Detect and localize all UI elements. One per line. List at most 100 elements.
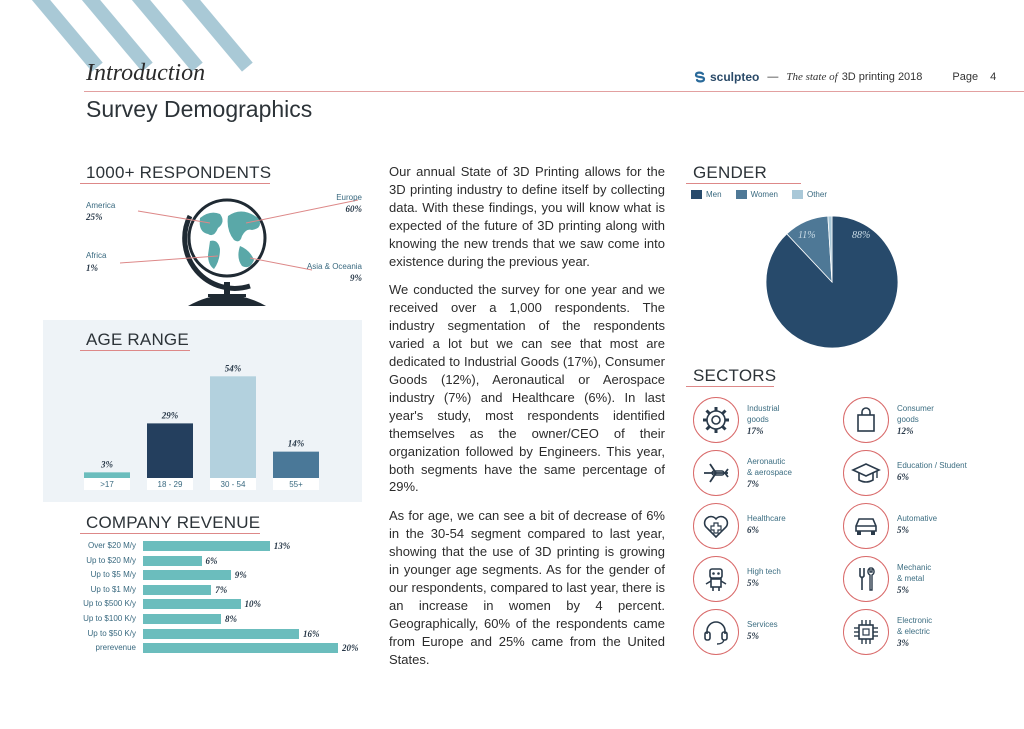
sector-value: 17% [747, 426, 764, 436]
age-category-label: 55+ [289, 480, 303, 489]
sector-consumer: Consumer goods 12% [843, 397, 977, 443]
revenue-value-label: 16% [303, 628, 320, 639]
brand-tail: 3D printing 2018 [841, 71, 923, 83]
revenue-bar [143, 628, 299, 639]
page-number: 4 [990, 71, 997, 83]
age-category-label: 18 - 29 [158, 480, 183, 489]
age-bar [147, 423, 193, 478]
globe-icon [182, 198, 267, 306]
revenue-category-label: Up to $1 M/y [90, 584, 136, 594]
body-paragraph-1: Our annual State of 3D Printing allows f… [389, 164, 665, 269]
revenue-category-label: Up to $20 M/y [86, 555, 136, 565]
legend-swatch-other [791, 190, 803, 200]
revenue-value-label: 6% [205, 555, 218, 566]
sector-value: 7% [747, 479, 759, 489]
region-america: America [86, 201, 116, 210]
legend-other-label: Other [806, 190, 827, 199]
gender-title: GENDER [693, 163, 767, 182]
sector-value: 5% [897, 525, 909, 535]
header-divider [84, 91, 1024, 92]
gear-icon [693, 397, 739, 443]
legend-swatch-women [735, 190, 747, 200]
sector-label-2: & aerospace [747, 468, 792, 477]
heart-cross-icon [693, 503, 739, 549]
sector-label: Education / Student [897, 461, 967, 470]
page-label: Page [952, 71, 979, 83]
revenue-chart: Over $20 M/y 13% Up to $20 M/y 6% Up to $5 M… [76, 538, 376, 662]
shopping-bag-icon [843, 397, 889, 443]
revenue-value-label: 10% [244, 599, 262, 610]
sector-value: 6% [897, 472, 909, 482]
revenue-category-label: Up to $500 K/y [83, 599, 136, 609]
region-africa-value: 1% [86, 263, 98, 273]
revenue-category-label: Up to $5 M/y [90, 570, 136, 580]
revenue-category-label: Up to $50 K/y [87, 628, 136, 638]
age-category-box [273, 478, 319, 490]
sector-industrial: Industrial goods 17% [693, 397, 827, 443]
gender-legend: Men Women Other [691, 190, 827, 200]
sector-label: Consumer [897, 404, 934, 413]
revenue-category-label: Up to $100 K/y [83, 614, 136, 623]
age-category-box [147, 478, 193, 490]
revenue-bar [143, 541, 270, 551]
revenue-title: COMPANY REVENUE [86, 513, 261, 532]
legend-other: Other [791, 190, 827, 200]
respondents-underline [80, 183, 270, 184]
legend-men-label: Men [706, 190, 722, 199]
sector-electronic: Electronic & electric 3% [843, 609, 977, 655]
revenue-bar [143, 599, 241, 610]
page-title: Survey Demographics [86, 96, 313, 122]
sector-services: Services 5% [693, 609, 827, 655]
region-europe: Europe [336, 193, 362, 202]
sector-education: Education / Student 6% [843, 450, 977, 496]
sector-aeronautic: Aeronautic & aerospace 7% [693, 450, 827, 496]
chapter-title: Introduction [86, 60, 206, 86]
revenue-value-label: 8% [225, 614, 237, 624]
age-value-label: 54% [225, 363, 242, 373]
age-bar [210, 376, 256, 478]
running-header: sculpteo — The state of 3D printing 2018… [694, 70, 996, 84]
sector-label: Services [747, 620, 778, 629]
pie-label-men: 88% [852, 230, 870, 241]
age-range-title: AGE RANGE [86, 330, 189, 349]
graduation-cap-icon [843, 450, 889, 496]
sector-healthcare: Healthcare 6% [693, 503, 827, 549]
age-category-box [84, 478, 130, 490]
revenue-bar [143, 643, 338, 654]
sector-hightech: High tech 5% [693, 556, 827, 602]
headset-icon [693, 609, 739, 655]
sector-value: 5% [897, 585, 909, 595]
sector-label: Aeronautic [747, 457, 786, 466]
sector-label: Mechanic [897, 563, 932, 572]
sector-mechanic: Mechanic & metal 5% [843, 556, 977, 602]
gender-pie-chart: 88% 11% [765, 215, 899, 349]
region-america-value: 25% [86, 212, 103, 222]
gender-underline [686, 183, 801, 184]
revenue-value-label: 9% [234, 570, 247, 581]
globe-illustration [119, 198, 359, 306]
sector-label: High tech [747, 567, 781, 576]
sector-label-2: & metal [897, 574, 925, 583]
airplane-icon [693, 450, 739, 496]
revenue-value-label: 13% [273, 541, 291, 551]
revenue-bar [143, 614, 221, 624]
revenue-bar [143, 570, 231, 581]
sector-label-2: & electric [897, 627, 930, 636]
age-bar [84, 472, 130, 478]
sector-automative: Automative 5% [843, 503, 977, 549]
legend-women-label: Women [750, 190, 778, 199]
age-range-chart: 3% >17 29% 18 - 29 54% 30 - 54 14% 55+ [84, 363, 319, 490]
age-value-label: 29% [161, 410, 179, 420]
pie-label-women: 11% [798, 230, 816, 241]
respondents-title: 1000+ RESPONDENTS [86, 163, 272, 182]
age-category-box [210, 478, 256, 490]
age-category-label: 30 - 54 [221, 480, 246, 489]
age-bar [273, 451, 319, 478]
body-paragraph-2: We conducted the survey for one year and… [389, 282, 665, 495]
sculpteo-logo-icon [694, 71, 706, 83]
legend-men: Men [691, 190, 722, 200]
sector-value: 5% [747, 578, 759, 588]
region-asia-value: 9% [350, 273, 362, 283]
revenue-value-label: 20% [342, 643, 359, 654]
sector-label: Automative [897, 514, 938, 523]
